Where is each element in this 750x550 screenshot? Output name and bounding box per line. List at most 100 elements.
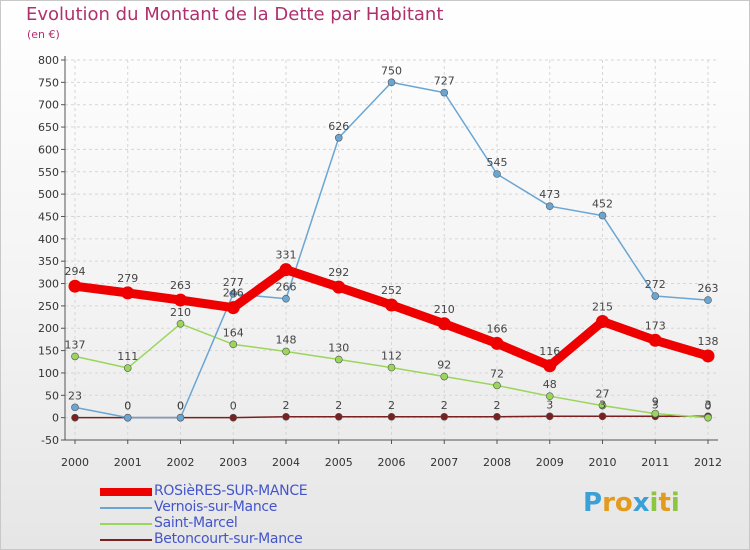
y-tick-label: 200 bbox=[38, 322, 59, 335]
legend-swatch-rosieres bbox=[100, 488, 152, 496]
series-0-data-label: 0 bbox=[177, 400, 184, 413]
series-2-data-label: 727 bbox=[434, 75, 455, 88]
logo-letter: t bbox=[658, 488, 671, 518]
y-tick-label: 100 bbox=[38, 367, 59, 380]
series-1-point bbox=[493, 381, 501, 390]
x-tick-label: 2012 bbox=[694, 456, 722, 469]
series-0-data-label: 3 bbox=[599, 398, 606, 411]
series-3-point bbox=[701, 349, 715, 363]
series-2-data-label: 263 bbox=[698, 282, 719, 295]
series-2-point bbox=[651, 292, 660, 300]
series-3-point bbox=[648, 333, 662, 347]
series-3-data-label: 331 bbox=[276, 249, 297, 262]
series-1-data-label: 111 bbox=[117, 350, 138, 363]
series-3-data-label: 138 bbox=[698, 335, 719, 348]
series-0-data-label: 3 bbox=[652, 398, 659, 411]
y-tick-label: 700 bbox=[38, 99, 59, 112]
series-0-point bbox=[545, 412, 554, 421]
y-tick-label: 500 bbox=[38, 188, 59, 201]
series-3-point bbox=[226, 301, 240, 315]
series-3-point bbox=[332, 280, 346, 294]
series-0-point bbox=[387, 412, 396, 421]
series-2-data-label: 452 bbox=[592, 198, 613, 211]
series-0-data-label: 2 bbox=[388, 399, 395, 412]
legend-swatch-betoncourt bbox=[100, 539, 152, 541]
series-2-point bbox=[334, 133, 343, 142]
series-2-point bbox=[598, 211, 607, 220]
series-3-point bbox=[385, 298, 398, 312]
series-2-point bbox=[545, 202, 554, 210]
series-2-data-label: 626 bbox=[328, 120, 349, 133]
series-2-data-label: 0 bbox=[124, 400, 131, 413]
series-1-point bbox=[229, 340, 238, 349]
x-tick-label: 2006 bbox=[378, 456, 406, 469]
series-2-point bbox=[71, 403, 79, 412]
series-1-data-label: 137 bbox=[65, 338, 86, 351]
logo-letter: x bbox=[632, 488, 650, 518]
y-tick-label: 150 bbox=[38, 345, 59, 358]
series-3-data-label: 210 bbox=[434, 303, 455, 316]
y-tick-label: 450 bbox=[38, 210, 59, 223]
chart-title: Evolution du Montant de la Dette par Hab… bbox=[26, 4, 444, 25]
series-2-data-label: 272 bbox=[645, 278, 666, 291]
series-0-point bbox=[71, 413, 79, 422]
series-1-data-label: 9 bbox=[652, 396, 659, 409]
y-tick-label: 400 bbox=[38, 233, 59, 246]
series-1-point bbox=[704, 413, 712, 422]
series-0-data-label: 2 bbox=[283, 399, 290, 412]
series-3-point bbox=[543, 359, 557, 373]
series-1-data-label: 130 bbox=[328, 342, 349, 355]
logo-letter: i bbox=[649, 488, 659, 518]
legend-swatch-saint-marcel bbox=[100, 523, 152, 525]
series-1-point bbox=[282, 347, 290, 356]
series-3-point bbox=[279, 263, 293, 277]
series-3-point bbox=[68, 279, 82, 293]
x-tick-label: 2008 bbox=[483, 456, 511, 469]
y-tick-label: 800 bbox=[38, 54, 59, 67]
x-tick-label: 2003 bbox=[219, 456, 247, 469]
legend-swatch-vernois bbox=[100, 507, 152, 509]
series-2-point bbox=[282, 294, 290, 303]
series-1-point bbox=[440, 372, 449, 381]
legend-label-rosieres: ROSièRES-SUR-MANCE bbox=[154, 483, 308, 499]
series-3-data-label: 294 bbox=[65, 265, 86, 278]
series-2-point bbox=[440, 88, 449, 97]
x-tick-label: 2011 bbox=[641, 456, 669, 469]
series-2-data-label: 277 bbox=[223, 276, 244, 289]
series-3-data-label: 252 bbox=[381, 284, 402, 297]
series-3-data-label: 166 bbox=[487, 322, 508, 335]
series-2-data-label: 266 bbox=[276, 281, 297, 294]
series-3-point bbox=[174, 293, 187, 307]
series-1-point bbox=[387, 363, 396, 372]
series-2-point bbox=[704, 296, 712, 304]
series-0-data-label: 0 bbox=[230, 400, 237, 413]
series-1-point bbox=[176, 319, 185, 328]
series-1-data-label: 0 bbox=[705, 400, 712, 413]
series-0-point bbox=[334, 412, 343, 421]
series-1-point bbox=[71, 352, 79, 361]
series-3-point bbox=[596, 315, 609, 329]
x-tick-label: 2004 bbox=[272, 456, 300, 469]
logo-letter: r bbox=[602, 488, 615, 518]
series-2-point bbox=[176, 413, 185, 422]
series-3-point bbox=[121, 286, 135, 300]
series-3-data-label: 292 bbox=[328, 266, 349, 279]
series-2-data-label: 0 bbox=[177, 400, 184, 413]
proxiti-logo: Proxiti bbox=[583, 488, 680, 518]
series-2-data-label: 750 bbox=[381, 64, 402, 77]
x-tick-label: 2007 bbox=[430, 456, 458, 469]
legend-label-saint-marcel: Saint-Marcel bbox=[154, 515, 238, 531]
logo-letter: o bbox=[614, 488, 633, 518]
x-tick-label: 2000 bbox=[61, 456, 89, 469]
series-0-point bbox=[493, 412, 501, 421]
y-tick-label: 550 bbox=[38, 166, 59, 179]
series-1-data-label: 164 bbox=[223, 326, 244, 339]
series-1-data-label: 48 bbox=[543, 378, 557, 391]
chart-subtitle: (en €) bbox=[27, 28, 60, 41]
y-tick-label: 250 bbox=[38, 300, 59, 313]
y-tick-label: 750 bbox=[38, 76, 59, 89]
series-3-data-label: 279 bbox=[117, 272, 138, 285]
y-tick-label: 650 bbox=[38, 121, 59, 134]
